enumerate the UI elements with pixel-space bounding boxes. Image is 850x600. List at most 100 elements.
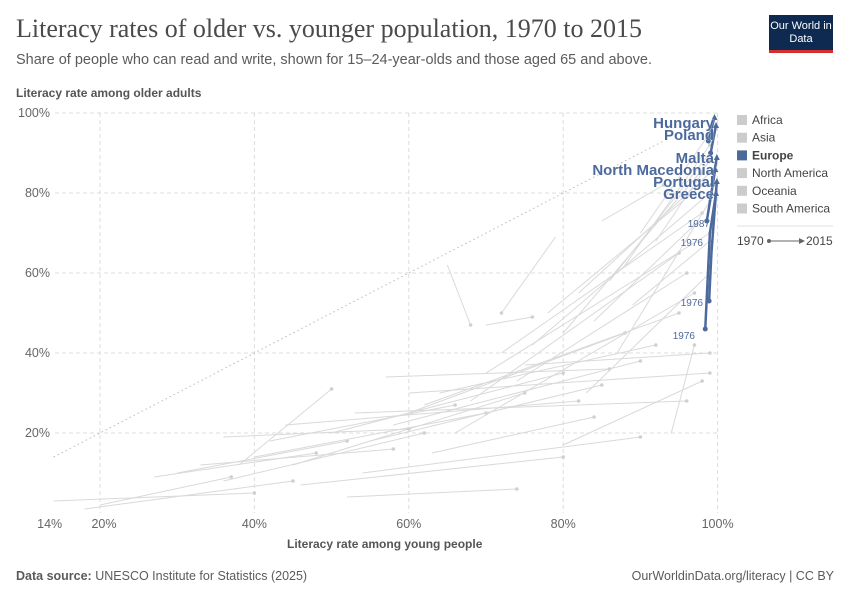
europe-line-north-macedonia	[705, 168, 717, 222]
other-country-line	[331, 372, 564, 434]
other-country-point	[708, 171, 712, 175]
other-country-line	[439, 344, 656, 394]
other-country-line	[223, 432, 425, 482]
other-country-point	[561, 455, 565, 459]
other-country-point	[229, 475, 234, 479]
owid-logo[interactable]: Our World in Data	[769, 15, 833, 53]
time-end-label: 2015	[806, 234, 833, 248]
legend-swatch	[737, 185, 747, 196]
europe-start-point	[705, 138, 711, 144]
source-label: Data source:	[16, 569, 92, 583]
other-country-line	[393, 360, 641, 426]
chart-title: Literacy rates of older vs. younger popu…	[16, 14, 643, 43]
europe-end-arrow	[713, 190, 720, 196]
y-tick-label: 80%	[25, 186, 50, 200]
other-country-line	[501, 236, 556, 314]
other-country-point	[515, 487, 519, 491]
europe-start-point	[708, 150, 714, 156]
other-country-line	[408, 372, 710, 394]
other-country-line	[347, 488, 517, 498]
other-country-point	[708, 159, 712, 163]
europe-line-poland	[709, 124, 718, 154]
other-country-line	[200, 448, 394, 466]
other-country-line	[655, 172, 703, 242]
x-tick-label: 40%	[242, 517, 267, 531]
country-label: Greece	[663, 186, 714, 203]
europe-start-point	[702, 326, 708, 332]
other-country-line	[354, 400, 687, 414]
other-country-line	[285, 400, 579, 426]
other-country-point	[314, 451, 318, 455]
x-tick-label: 20%	[91, 517, 116, 531]
other-country-point	[708, 351, 712, 355]
other-country-point	[291, 479, 295, 483]
other-country-point	[422, 431, 427, 435]
legend-item-africa[interactable]: Africa	[752, 113, 783, 127]
y-tick-label: 100%	[18, 106, 50, 120]
legend-swatch	[737, 115, 747, 125]
data-source: Data source: UNESCO Institute for Statis…	[16, 569, 307, 583]
other-country-point	[391, 447, 396, 451]
x-tick-label: 80%	[551, 517, 576, 531]
other-country-point	[692, 291, 697, 295]
credit-link[interactable]: OurWorldinData.org/literacy | CC BY	[631, 569, 834, 583]
europe-end-arrow	[711, 114, 718, 120]
europe-end-arrow	[713, 122, 720, 128]
other-country-line	[501, 212, 703, 354]
other-country-line	[362, 436, 641, 474]
other-country-line	[223, 428, 409, 438]
other-country-point	[638, 359, 643, 363]
europe-end-arrow	[713, 178, 720, 184]
other-country-point	[600, 383, 604, 387]
other-country-line	[531, 192, 711, 346]
year-annotation: 1976	[681, 298, 704, 309]
europe-end-arrow	[713, 154, 720, 160]
other-country-line	[454, 292, 695, 434]
y-tick-label: 60%	[25, 266, 50, 280]
legend-item-oceania[interactable]: Oceania	[752, 184, 797, 198]
other-country-line	[408, 332, 626, 414]
source-text[interactable]: UNESCO Institute for Statistics (2025)	[95, 569, 308, 583]
other-country-line	[485, 232, 711, 374]
other-country-line	[53, 492, 255, 502]
other-country-line	[84, 480, 294, 510]
europe-end-arrow	[712, 166, 719, 172]
other-country-point	[252, 491, 257, 495]
other-country-point	[684, 399, 689, 403]
legend-swatch	[737, 150, 747, 161]
other-country-line	[385, 368, 610, 378]
country-label: North Macedonia	[592, 162, 714, 179]
other-country-line	[485, 316, 533, 326]
other-country-line	[238, 388, 332, 466]
legend-item-asia[interactable]: Asia	[752, 131, 776, 145]
other-country-point	[700, 183, 704, 187]
x-tick-label: 14%	[37, 517, 62, 531]
chart-subtitle: Share of people who can read and write, …	[16, 52, 653, 68]
other-country-point	[692, 343, 697, 347]
other-country-line	[431, 416, 595, 454]
x-axis-label: Literacy rate among young people	[287, 537, 483, 551]
x-tick-label: 60%	[396, 517, 421, 531]
y-axis-label: Literacy rate among older adults	[16, 86, 202, 100]
other-country-line	[153, 452, 317, 478]
other-country-point	[661, 183, 666, 187]
y-tick-label: 40%	[25, 346, 50, 360]
legend-item-south-america[interactable]: South America	[752, 202, 830, 216]
country-label: Malta	[676, 150, 715, 167]
legend-swatch	[737, 132, 747, 143]
legend-item-europe[interactable]: Europe	[752, 148, 794, 162]
other-country-point	[576, 399, 581, 403]
other-country-point	[677, 311, 681, 315]
other-country-line	[254, 412, 487, 458]
other-country-line	[370, 384, 602, 442]
other-country-line	[616, 200, 711, 354]
other-country-point	[345, 439, 349, 443]
y-tick-label: 20%	[25, 426, 50, 440]
other-country-point	[708, 371, 712, 375]
europe-start-point	[704, 218, 710, 224]
legend-item-north-america[interactable]: North America	[752, 166, 828, 180]
other-country-point	[329, 387, 334, 391]
time-start-label: 1970	[737, 234, 764, 248]
